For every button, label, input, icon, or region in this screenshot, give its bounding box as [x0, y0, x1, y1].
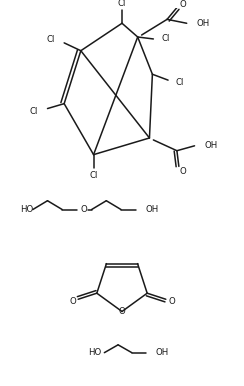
Text: Cl: Cl	[29, 107, 38, 116]
Text: OH: OH	[155, 348, 169, 357]
Text: Cl: Cl	[118, 0, 126, 8]
Text: O: O	[179, 0, 186, 9]
Text: OH: OH	[196, 19, 210, 28]
Text: O: O	[168, 296, 175, 306]
Text: Cl: Cl	[161, 34, 170, 44]
Text: O: O	[119, 307, 125, 316]
Text: OH: OH	[204, 141, 218, 150]
Text: Cl: Cl	[47, 36, 55, 44]
Text: Cl: Cl	[176, 78, 184, 86]
Text: Cl: Cl	[89, 171, 98, 180]
Text: O: O	[80, 205, 87, 214]
Text: HO: HO	[88, 348, 101, 357]
Text: O: O	[179, 167, 186, 176]
Text: OH: OH	[145, 205, 159, 214]
Text: HO: HO	[20, 205, 33, 214]
Text: O: O	[69, 296, 76, 306]
